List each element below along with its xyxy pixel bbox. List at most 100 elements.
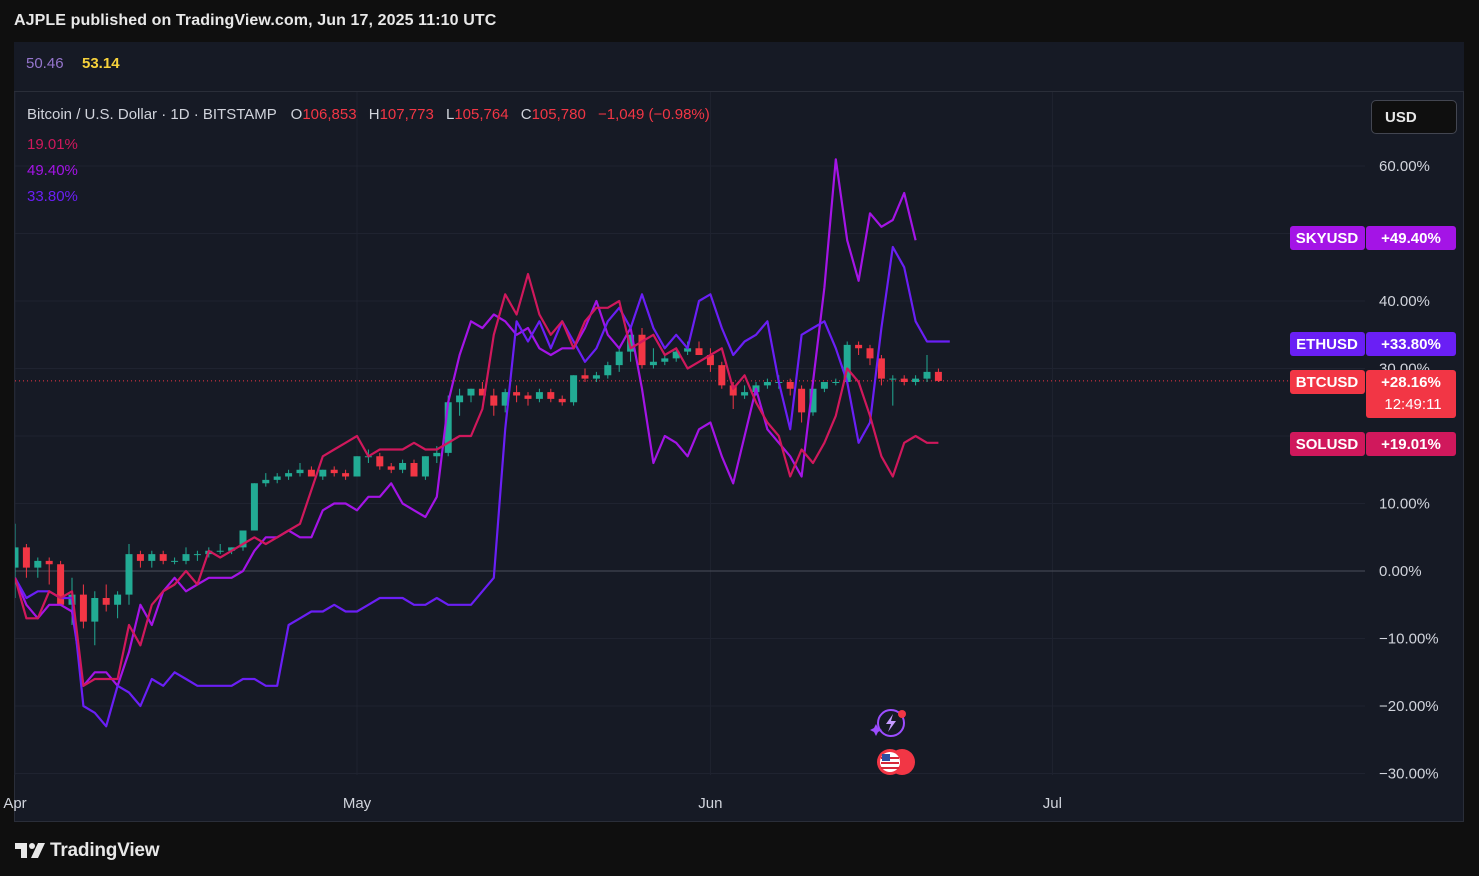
y-tick-label: −20.00% xyxy=(1379,698,1439,715)
event-icons xyxy=(870,709,915,775)
candle xyxy=(490,388,498,416)
x-tick-label: May xyxy=(343,795,372,812)
candle xyxy=(79,584,87,629)
candle xyxy=(820,382,828,393)
candle xyxy=(934,368,942,382)
candle xyxy=(296,463,304,477)
x-axis[interactable]: Apr May Jun Jul xyxy=(3,795,1062,812)
badge-symbol: BTCUSD xyxy=(1296,374,1359,391)
footer-brand[interactable]: TradingView xyxy=(50,840,160,861)
btc-candles xyxy=(15,328,942,646)
lightning-icon[interactable] xyxy=(870,709,906,737)
tradingview-logo-icon[interactable] xyxy=(14,838,46,864)
close-value: 105,780 xyxy=(531,106,586,123)
candle xyxy=(832,378,840,386)
candle xyxy=(889,375,897,406)
badge-value: +28.16% xyxy=(1381,374,1441,391)
candle xyxy=(193,550,201,561)
candle xyxy=(638,328,646,369)
candle xyxy=(592,371,600,382)
candle xyxy=(353,456,361,477)
grid xyxy=(14,92,1365,775)
currency-button[interactable]: USD xyxy=(1371,100,1457,134)
candle xyxy=(501,388,509,413)
candle xyxy=(125,544,133,605)
y-tick-label: 40.00% xyxy=(1379,293,1430,310)
series-line-solusd xyxy=(15,272,939,687)
candle xyxy=(114,591,122,619)
x-tick-label: Apr xyxy=(3,795,26,812)
candle xyxy=(307,466,315,477)
badge-ethusd[interactable]: ETHUSD +33.80% xyxy=(1290,332,1456,356)
candle xyxy=(182,547,190,565)
us-flag-icon[interactable] xyxy=(877,749,915,775)
symbol-legend[interactable]: Bitcoin / U.S. Dollar · 1D · BITSTAMP O1… xyxy=(27,106,710,123)
y-tick-label: −10.00% xyxy=(1379,631,1439,648)
compare-value-sky: 49.40% xyxy=(27,162,78,179)
candle xyxy=(809,388,817,416)
x-tick-label: Jun xyxy=(698,795,722,812)
candle xyxy=(159,550,167,565)
zero-line xyxy=(15,380,1365,572)
candle xyxy=(421,456,429,480)
indicator-value-2: 53.14 xyxy=(82,55,120,72)
symbol-title[interactable]: Bitcoin / U.S. Dollar · 1D · BITSTAMP xyxy=(27,106,277,123)
candle xyxy=(148,550,156,568)
candle xyxy=(330,466,338,477)
badge-symbol: SOLUSD xyxy=(1296,436,1359,453)
candle xyxy=(604,361,612,379)
candle xyxy=(15,523,19,598)
open-value: 106,853 xyxy=(302,106,357,123)
candle xyxy=(273,473,281,484)
candle xyxy=(535,388,543,403)
candle xyxy=(342,469,350,480)
close-label: C xyxy=(520,106,532,123)
candle xyxy=(741,385,749,399)
y-tick-label: −30.00% xyxy=(1379,766,1439,783)
publisher-caption: AJPLE published on TradingView.com, Jun … xyxy=(14,12,497,29)
candle xyxy=(558,395,566,406)
candle xyxy=(399,459,407,474)
open-label: O xyxy=(290,106,303,123)
candle xyxy=(216,544,224,555)
top-bar: AJPLE published on TradingView.com, Jun … xyxy=(0,0,1479,42)
candle xyxy=(171,557,179,565)
candle xyxy=(250,483,258,531)
low-value: 105,764 xyxy=(454,106,509,123)
candle xyxy=(319,469,327,480)
candle xyxy=(524,392,532,406)
candle xyxy=(513,385,521,403)
y-tick-label: 10.00% xyxy=(1379,496,1430,513)
candle xyxy=(912,375,920,386)
badge-skyusd[interactable]: SKYUSD +49.40% xyxy=(1290,226,1456,250)
candle xyxy=(136,550,144,568)
badge-value: +33.80% xyxy=(1381,336,1441,353)
badge-countdown: 12:49:11 xyxy=(1384,396,1441,413)
candle xyxy=(410,459,418,477)
badge-solusd[interactable]: SOLUSD +19.01% xyxy=(1290,432,1456,456)
badge-btcusd[interactable]: BTCUSD +28.16% 12:49:11 xyxy=(1290,370,1456,418)
candle xyxy=(570,375,578,406)
y-axis[interactable]: 60.00%40.00%30.00%10.00%0.00%−10.00%−20.… xyxy=(1379,158,1439,783)
candle xyxy=(376,452,384,470)
candle xyxy=(91,591,99,646)
candle xyxy=(706,348,714,372)
candle xyxy=(718,361,726,389)
y-tick-label: 0.00% xyxy=(1379,563,1422,580)
candle xyxy=(102,584,110,612)
compare-value-eth: 33.80% xyxy=(27,188,78,205)
badge-symbol: SKYUSD xyxy=(1296,230,1359,247)
candle xyxy=(45,557,53,585)
indicator-pane[interactable]: 50.46 53.14 xyxy=(14,42,1464,92)
chart-panel[interactable] xyxy=(14,42,1464,822)
candle xyxy=(695,341,703,355)
compare-value-sol: 19.01% xyxy=(27,136,78,153)
candle xyxy=(877,355,885,386)
candle xyxy=(387,463,395,474)
candle xyxy=(239,530,247,551)
candle xyxy=(581,368,589,382)
candle xyxy=(661,355,669,366)
candle xyxy=(649,348,657,369)
candle xyxy=(923,355,931,382)
